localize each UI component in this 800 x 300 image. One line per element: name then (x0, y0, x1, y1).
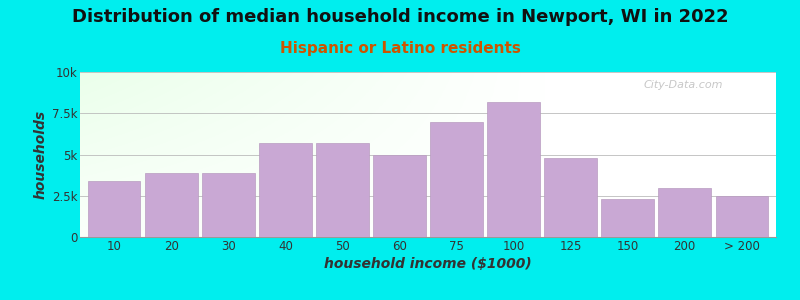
Text: Distribution of median household income in Newport, WI in 2022: Distribution of median household income … (72, 8, 728, 26)
Y-axis label: households: households (34, 110, 47, 199)
Bar (259, 143, 312, 237)
Text: City-Data.com: City-Data.com (644, 80, 723, 90)
Bar (544, 158, 597, 237)
Bar (374, 154, 426, 237)
Bar (202, 172, 254, 237)
Bar (487, 102, 540, 237)
Bar (658, 188, 711, 237)
Text: Hispanic or Latino residents: Hispanic or Latino residents (279, 40, 521, 56)
Bar (88, 181, 141, 237)
Bar (715, 196, 768, 237)
Bar (316, 143, 369, 237)
Bar (430, 122, 482, 237)
Bar (602, 199, 654, 237)
Bar (145, 172, 198, 237)
X-axis label: household income ($1000): household income ($1000) (324, 257, 532, 271)
